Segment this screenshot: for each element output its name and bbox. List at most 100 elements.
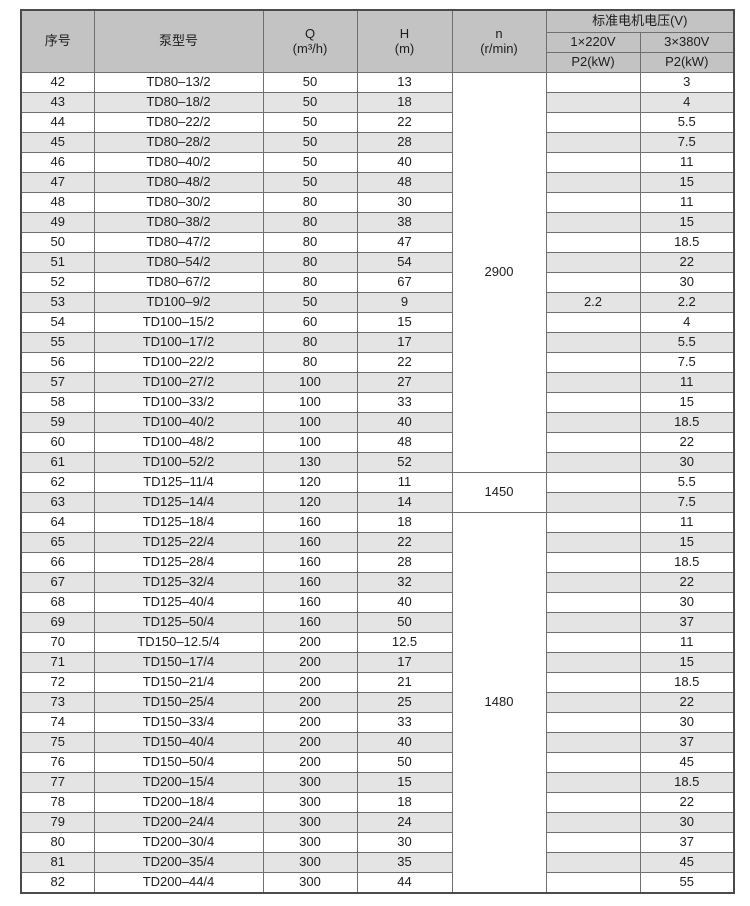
model-cell: TD100–15/2 bbox=[93, 312, 264, 333]
model-cell: TD150–12.5/4 bbox=[93, 632, 264, 653]
h-cell: 14 bbox=[356, 492, 453, 513]
p220-cell bbox=[545, 372, 641, 393]
q-cell: 80 bbox=[262, 352, 358, 373]
table-row: 72 TD150–21/4 200 21 18.5 bbox=[20, 672, 735, 693]
h-cell: 52 bbox=[356, 452, 453, 473]
p380-cell: 15 bbox=[639, 652, 735, 673]
serial-cell: 56 bbox=[20, 352, 95, 373]
h-cell: 17 bbox=[356, 652, 453, 673]
h-cell: 40 bbox=[356, 152, 453, 173]
p380-cell: 30 bbox=[639, 452, 735, 473]
q-cell: 300 bbox=[262, 832, 358, 853]
h-cell: 9 bbox=[356, 292, 453, 313]
q-cell: 50 bbox=[262, 172, 358, 193]
h-cell: 18 bbox=[356, 792, 453, 813]
h-cell: 22 bbox=[356, 532, 453, 553]
p220-cell bbox=[545, 592, 641, 613]
p380-cell: 7.5 bbox=[639, 492, 735, 513]
serial-cell: 48 bbox=[20, 192, 95, 213]
model-cell: TD80–47/2 bbox=[93, 232, 264, 253]
header-speed: n (r/min) bbox=[451, 9, 547, 73]
p220-cell bbox=[545, 632, 641, 653]
model-cell: TD125–40/4 bbox=[93, 592, 264, 613]
table-row: 46 TD80–40/2 50 40 11 bbox=[20, 152, 735, 173]
p380-cell: 15 bbox=[639, 212, 735, 233]
model-cell: TD200–35/4 bbox=[93, 852, 264, 873]
table-row: 68 TD125–40/4 160 40 30 bbox=[20, 592, 735, 613]
h-cell: 54 bbox=[356, 252, 453, 273]
p220-cell bbox=[545, 272, 641, 293]
table-row: 42 TD80–13/2 50 13 2900 3 bbox=[20, 72, 735, 473]
model-cell: TD125–32/4 bbox=[93, 572, 264, 593]
q-cell: 160 bbox=[262, 552, 358, 573]
table-row: 77 TD200–15/4 300 15 18.5 bbox=[20, 772, 735, 793]
p220-cell bbox=[545, 352, 641, 373]
serial-cell: 63 bbox=[20, 492, 95, 513]
h-cell: 30 bbox=[356, 832, 453, 853]
model-cell: TD100–9/2 bbox=[93, 292, 264, 313]
q-cell: 200 bbox=[262, 652, 358, 673]
p220-cell bbox=[545, 472, 641, 493]
serial-cell: 64 bbox=[20, 512, 95, 533]
h-cell: 22 bbox=[356, 352, 453, 373]
serial-cell: 75 bbox=[20, 732, 95, 753]
p220-cell bbox=[545, 212, 641, 233]
model-cell: TD125–11/4 bbox=[93, 472, 264, 493]
model-cell: TD125–14/4 bbox=[93, 492, 264, 513]
q-cell: 80 bbox=[262, 232, 358, 253]
model-cell: TD100–17/2 bbox=[93, 332, 264, 353]
p220-cell bbox=[545, 192, 641, 213]
serial-cell: 61 bbox=[20, 452, 95, 473]
serial-cell: 65 bbox=[20, 532, 95, 553]
h-cell: 40 bbox=[356, 412, 453, 433]
table-row: 75 TD150–40/4 200 40 37 bbox=[20, 732, 735, 753]
serial-cell: 68 bbox=[20, 592, 95, 613]
h-cell: 47 bbox=[356, 232, 453, 253]
table-row: 55 TD100–17/2 80 17 5.5 bbox=[20, 332, 735, 353]
model-cell: TD125–28/4 bbox=[93, 552, 264, 573]
p220-cell bbox=[545, 832, 641, 853]
p380-cell: 5.5 bbox=[639, 112, 735, 133]
model-cell: TD125–50/4 bbox=[93, 612, 264, 633]
h-cell: 48 bbox=[356, 432, 453, 453]
model-cell: TD80–13/2 bbox=[93, 72, 264, 93]
p220-cell bbox=[545, 92, 641, 113]
table-body: 42 TD80–13/2 50 13 2900 3 43 TD80–18/2 50 18 4 44 TD… bbox=[20, 72, 735, 893]
p380-cell: 11 bbox=[639, 372, 735, 393]
h-cell: 40 bbox=[356, 732, 453, 753]
q-cell: 100 bbox=[262, 432, 358, 453]
h-cell: 67 bbox=[356, 272, 453, 293]
table-row: 52 TD80–67/2 80 67 30 bbox=[20, 272, 735, 293]
p220-cell bbox=[545, 392, 641, 413]
model-cell: TD80–28/2 bbox=[93, 132, 264, 153]
table-row: 58 TD100–33/2 100 33 15 bbox=[20, 392, 735, 413]
q-cell: 50 bbox=[262, 112, 358, 133]
q-cell: 160 bbox=[262, 532, 358, 553]
h-cell: 11 bbox=[356, 472, 453, 493]
p380-cell: 22 bbox=[639, 252, 735, 273]
header-flow-symbol: Q bbox=[304, 25, 316, 41]
p380-cell: 37 bbox=[639, 832, 735, 853]
table-row: 43 TD80–18/2 50 18 4 bbox=[20, 92, 735, 113]
p220-cell bbox=[545, 812, 641, 833]
p380-cell: 30 bbox=[639, 272, 735, 293]
p380-cell: 3 bbox=[639, 72, 735, 93]
serial-cell: 81 bbox=[20, 852, 95, 873]
p220-cell bbox=[545, 772, 641, 793]
p380-cell: 22 bbox=[639, 792, 735, 813]
q-cell: 100 bbox=[262, 412, 358, 433]
q-cell: 160 bbox=[262, 612, 358, 633]
serial-cell: 66 bbox=[20, 552, 95, 573]
p380-cell: 7.5 bbox=[639, 352, 735, 373]
table-row: 82 TD200–44/4 300 44 55 bbox=[20, 872, 735, 893]
q-cell: 300 bbox=[262, 812, 358, 833]
q-cell: 300 bbox=[262, 772, 358, 793]
model-cell: TD200–18/4 bbox=[93, 792, 264, 813]
h-cell: 50 bbox=[356, 752, 453, 773]
header-model: 泵型号 bbox=[93, 9, 264, 73]
p380-cell: 30 bbox=[639, 812, 735, 833]
table-row: 60 TD100–48/2 100 48 22 bbox=[20, 432, 735, 453]
table-row: 78 TD200–18/4 300 18 22 bbox=[20, 792, 735, 813]
p220-cell bbox=[545, 132, 641, 153]
